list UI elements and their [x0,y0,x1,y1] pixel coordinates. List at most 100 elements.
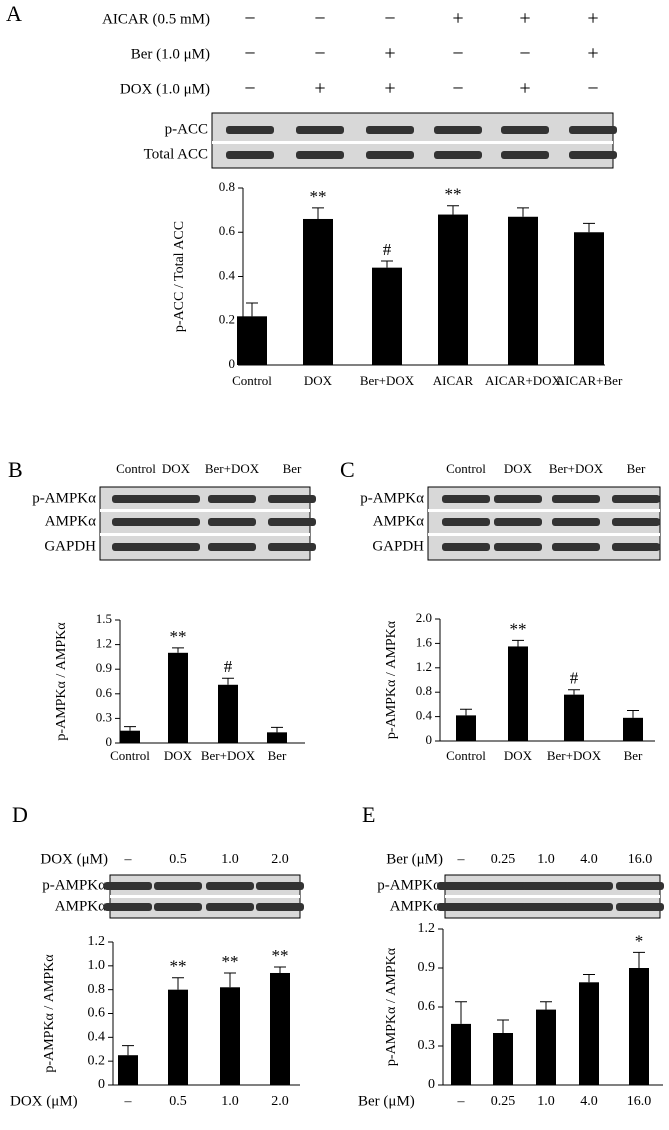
treatment-sign: + [384,78,395,100]
y-tick-label: 0.8 [219,179,235,194]
lane-label: DOX [162,461,191,476]
blot-frame [211,112,614,169]
significance-mark: ** [272,946,289,965]
blot-band [256,882,304,890]
blot-band [256,903,304,911]
bar [220,987,240,1085]
error-bar [222,677,234,685]
x-tick-label: 1.0 [221,1094,239,1109]
lane-label: 2.0 [271,852,289,867]
blot-row-label: p-AMPKα [377,877,441,893]
y-axis-label: p-ACC / Total ACC [172,221,187,332]
x-tick-label: Control [446,748,486,763]
bar [508,646,528,741]
y-tick-label: 1.0 [88,958,106,973]
error-bar [124,726,136,731]
blot-band [206,903,254,911]
lane-label: Ber+DOX [549,461,604,476]
blot-row-label: AMPKα [55,898,106,914]
y-axis-label: p-AMPKα / AMPKα [54,622,69,741]
blot-row-label: Total ACC [144,146,208,162]
lane-label: 0.5 [169,852,187,867]
y-tick-label: 0.4 [88,1030,106,1045]
blot-band [226,126,274,134]
bar [508,216,538,365]
x-tick-label: Ber+DOX [360,373,415,388]
blot-band [442,495,490,503]
blot-band [616,882,664,890]
bar [536,1009,556,1085]
y-tick-label: 0.3 [418,1038,436,1053]
blot-row-label: p-AMPKα [42,877,106,893]
error-bar [447,205,459,215]
bar [118,1055,138,1085]
y-tick-label: 1.5 [96,611,112,626]
blot-band [112,543,160,551]
blot-band [104,882,152,890]
significance-mark: # [224,657,233,676]
lane-label: 16.0 [628,852,653,867]
treatment-label: AICAR (0.5 mM) [102,11,210,27]
x-tick-label: 4.0 [580,1094,598,1109]
bar [267,732,287,743]
y-tick-label: 0 [428,1077,435,1092]
blot-band [616,903,664,911]
x-tick-label: DOX [164,748,193,763]
treatment-sign: + [314,78,325,100]
y-tick-label: 1.6 [416,634,433,649]
x-tick-label: – [124,1094,133,1109]
blot-band [565,903,613,911]
blot-row-label: p-AMPKα [32,490,96,506]
y-tick-label: 1.2 [96,636,112,651]
blot-band [152,518,200,526]
panel-label: D [12,802,28,827]
bar [270,972,290,1085]
blot-band [154,903,202,911]
treatment-label: DOX (1.0 μM) [120,81,210,97]
blot-band [208,518,256,526]
blot-row-label: AMPKα [45,513,96,529]
error-bar [583,974,595,983]
error-bar [172,647,184,653]
error-bar [455,1001,467,1024]
blot-band [152,543,200,551]
significance-mark: ** [510,619,527,638]
blot-band [494,543,542,551]
y-axis-label: p-AMPKα / AMPKα [42,954,57,1073]
x-tick-label: Control [232,373,272,388]
significance-mark: * [635,931,644,950]
significance-mark: # [383,240,392,259]
blot-row-label: GAPDH [372,538,424,554]
treatment-sign: − [314,43,325,65]
x-tick-label: DOX [504,748,533,763]
error-bar [633,951,645,968]
blot-band [208,543,256,551]
error-bar [274,966,286,973]
blot-band [268,518,316,526]
y-tick-label: 0.9 [96,660,112,675]
blot-band [154,882,202,890]
blot-band [208,495,256,503]
blot-band [569,126,617,134]
x-axis-label: Ber (μM) [358,1093,415,1109]
blot-band [612,543,660,551]
y-tick-label: 0 [229,356,236,371]
bar [579,982,599,1085]
lane-label: Control [116,461,156,476]
y-tick-label: 0.9 [418,960,436,975]
significance-mark: ** [170,627,187,646]
panel-label: E [362,802,375,827]
error-bar [568,689,580,695]
y-axis-label: p-AMPKα / AMPKα [384,947,399,1066]
blot-band [442,543,490,551]
blot-band [442,518,490,526]
y-tick-label: 0.2 [219,312,235,327]
blot-band [479,903,527,911]
error-bar [460,708,472,716]
bar [438,214,468,365]
blot-band [501,151,549,159]
lane-label: – [457,852,466,867]
blot-band [366,126,414,134]
blot-band [494,518,542,526]
